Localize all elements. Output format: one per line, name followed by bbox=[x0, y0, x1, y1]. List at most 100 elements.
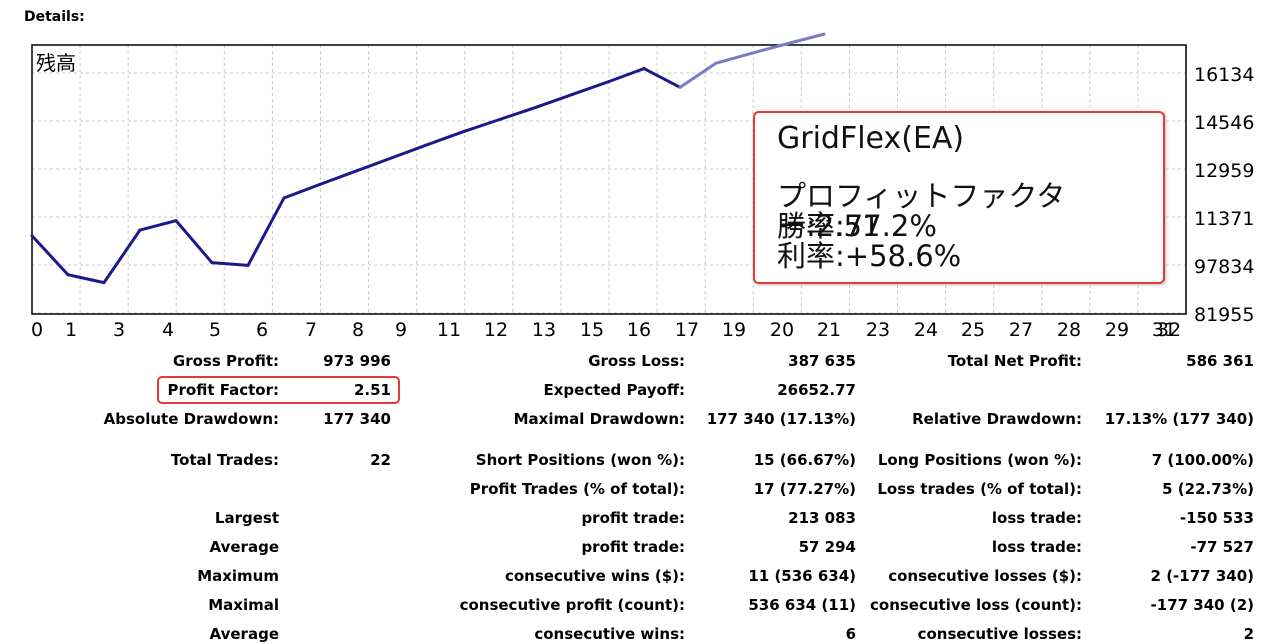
total-net-profit-label: Total Net Profit: bbox=[947, 352, 1082, 370]
expected-payoff-label: Expected Payoff: bbox=[543, 381, 685, 399]
profit-trades-label: Profit Trades (% of total): bbox=[469, 480, 685, 498]
gross-profit-label: Gross Profit: bbox=[172, 352, 279, 370]
y-tick-label: 16134 bbox=[1194, 64, 1254, 86]
balance-line-segment bbox=[210, 261, 250, 267]
x-tick-label: 23 bbox=[866, 319, 890, 341]
average-consecutive-wins-value: 6 bbox=[845, 625, 856, 643]
balance-line-segment bbox=[318, 169, 358, 186]
x-tick-label: 24 bbox=[914, 319, 938, 341]
y-tick-label: 97834 bbox=[1194, 256, 1254, 278]
balance-line-segment bbox=[786, 32, 826, 45]
x-tick-label: 1 bbox=[65, 319, 77, 341]
average-consecutive-label: Average bbox=[209, 625, 279, 643]
x-tick-label: 29 bbox=[1105, 319, 1129, 341]
balance-line-segment bbox=[606, 67, 646, 84]
maximum-label: Maximum bbox=[197, 567, 279, 585]
largest-profit-label: profit trade: bbox=[581, 509, 685, 527]
average-label: Average bbox=[209, 538, 279, 556]
absolute-drawdown-label: Absolute Drawdown: bbox=[103, 410, 279, 428]
x-tick-label: 19 bbox=[722, 319, 746, 341]
balance-line-segment bbox=[354, 156, 394, 173]
balance-line-segment bbox=[678, 61, 718, 89]
loss-trades-value: 5 (22.73%) bbox=[1162, 480, 1254, 498]
largest-profit-value: 213 083 bbox=[788, 509, 856, 527]
y-tick-label: 14546 bbox=[1194, 112, 1254, 134]
total-net-profit-value: 586 361 bbox=[1186, 352, 1254, 370]
x-tick-label: 4 bbox=[162, 319, 174, 341]
average-consecutive-losses-value: 2 bbox=[1243, 625, 1254, 643]
annotation-profit-factor: プロフィットファクター:2.51 bbox=[777, 179, 1066, 243]
x-tick-label: 21 bbox=[817, 319, 841, 341]
balance-line-segment bbox=[462, 117, 502, 133]
details-label: Details: bbox=[24, 9, 85, 25]
x-tick-label: 28 bbox=[1057, 319, 1081, 341]
total-trades-label: Total Trades: bbox=[170, 451, 279, 469]
annotation-win-rate: 勝率:77.2% bbox=[777, 209, 937, 243]
annotation-return-rate: 利率:+58.6% bbox=[777, 239, 962, 273]
relative-drawdown-label: Relative Drawdown: bbox=[912, 410, 1082, 428]
x-tick-label: 8 bbox=[352, 319, 364, 341]
gross-profit-value: 973 996 bbox=[323, 352, 391, 370]
balance-line-segment bbox=[66, 273, 106, 285]
absolute-drawdown-value: 177 340 bbox=[323, 410, 391, 428]
x-tick-label: 20 bbox=[770, 319, 794, 341]
expected-payoff-value: 26652.77 bbox=[777, 381, 856, 399]
balance-line-segment bbox=[390, 142, 430, 160]
profit-factor-value: 2.51 bbox=[353, 381, 391, 399]
balance-line-segment bbox=[642, 67, 682, 89]
plot-frame bbox=[31, 44, 1187, 315]
balance-line-segment bbox=[246, 196, 286, 267]
largest-label: Largest bbox=[214, 509, 279, 527]
maximum-wins-label: consecutive wins ($): bbox=[504, 567, 685, 585]
balance-line-segment bbox=[750, 41, 790, 55]
x-tick-label: 16 bbox=[627, 319, 651, 341]
maximal-loss-value: -177 340 (2) bbox=[1150, 596, 1254, 614]
maximal-drawdown-label: Maximal Drawdown: bbox=[513, 410, 685, 428]
x-tick-label: 5 bbox=[209, 319, 221, 341]
long-positions-value: 7 (100.00%) bbox=[1151, 451, 1254, 469]
x-tick-label: 31 bbox=[1152, 319, 1176, 341]
x-tick-label: 3 bbox=[113, 319, 125, 341]
maximal-label: Maximal bbox=[208, 596, 279, 614]
average-profit-label: profit trade: bbox=[581, 538, 685, 556]
balance-line-segment bbox=[174, 219, 214, 265]
maximum-losses-value: 2 (-177 340) bbox=[1150, 567, 1254, 585]
x-tick-label: 15 bbox=[580, 319, 604, 341]
x-tick-label: 11 bbox=[437, 319, 461, 341]
balance-line-segment bbox=[102, 228, 142, 285]
long-positions-label: Long Positions (won %): bbox=[877, 451, 1082, 469]
profit-factor-highlight bbox=[157, 376, 400, 404]
chart-title: 残高 bbox=[36, 51, 76, 75]
maximal-loss-label: consecutive loss (count): bbox=[870, 596, 1082, 614]
relative-drawdown-value: 17.13% (177 340) bbox=[1104, 410, 1254, 428]
average-consecutive-losses-label: consecutive losses: bbox=[917, 625, 1082, 643]
x-tick-label: 12 bbox=[484, 319, 508, 341]
x-tick-label: 32 bbox=[1157, 319, 1181, 341]
x-tick-label: 25 bbox=[961, 319, 985, 341]
x-tick-label: 6 bbox=[256, 319, 268, 341]
average-consecutive-wins-label: consecutive wins: bbox=[534, 625, 685, 643]
x-tick-label: 9 bbox=[395, 319, 407, 341]
y-tick-label: 12959 bbox=[1194, 160, 1254, 182]
largest-loss-value: -150 533 bbox=[1179, 509, 1254, 527]
balance-line-segment bbox=[534, 93, 574, 109]
x-tick-label: 13 bbox=[532, 319, 556, 341]
balance-line-segment bbox=[426, 129, 466, 146]
annotation-title: GridFlex(EA) bbox=[777, 121, 965, 156]
balance-line-segment bbox=[498, 105, 538, 121]
balance-line-segment bbox=[138, 219, 178, 232]
balance-line-segment bbox=[570, 80, 610, 97]
x-tick-label: 17 bbox=[675, 319, 699, 341]
maximal-drawdown-value: 177 340 (17.13%) bbox=[706, 410, 856, 428]
total-trades-value: 22 bbox=[370, 451, 391, 469]
y-tick-label: 81955 bbox=[1194, 304, 1254, 326]
average-loss-value: -77 527 bbox=[1190, 538, 1254, 556]
maximum-wins-value: 11 (536 634) bbox=[748, 567, 856, 585]
balance-line-segment bbox=[714, 51, 754, 65]
x-tick-label: 0 bbox=[31, 319, 43, 341]
y-tick-label: 11371 bbox=[1194, 208, 1254, 230]
short-positions-value: 15 (66.67%) bbox=[753, 451, 856, 469]
balance-line-segment bbox=[30, 234, 70, 277]
short-positions-label: Short Positions (won %): bbox=[475, 451, 685, 469]
annotation-box: GridFlex(EA) プロフィットファクター:2.51 勝率:77.2% 利… bbox=[753, 111, 1165, 284]
